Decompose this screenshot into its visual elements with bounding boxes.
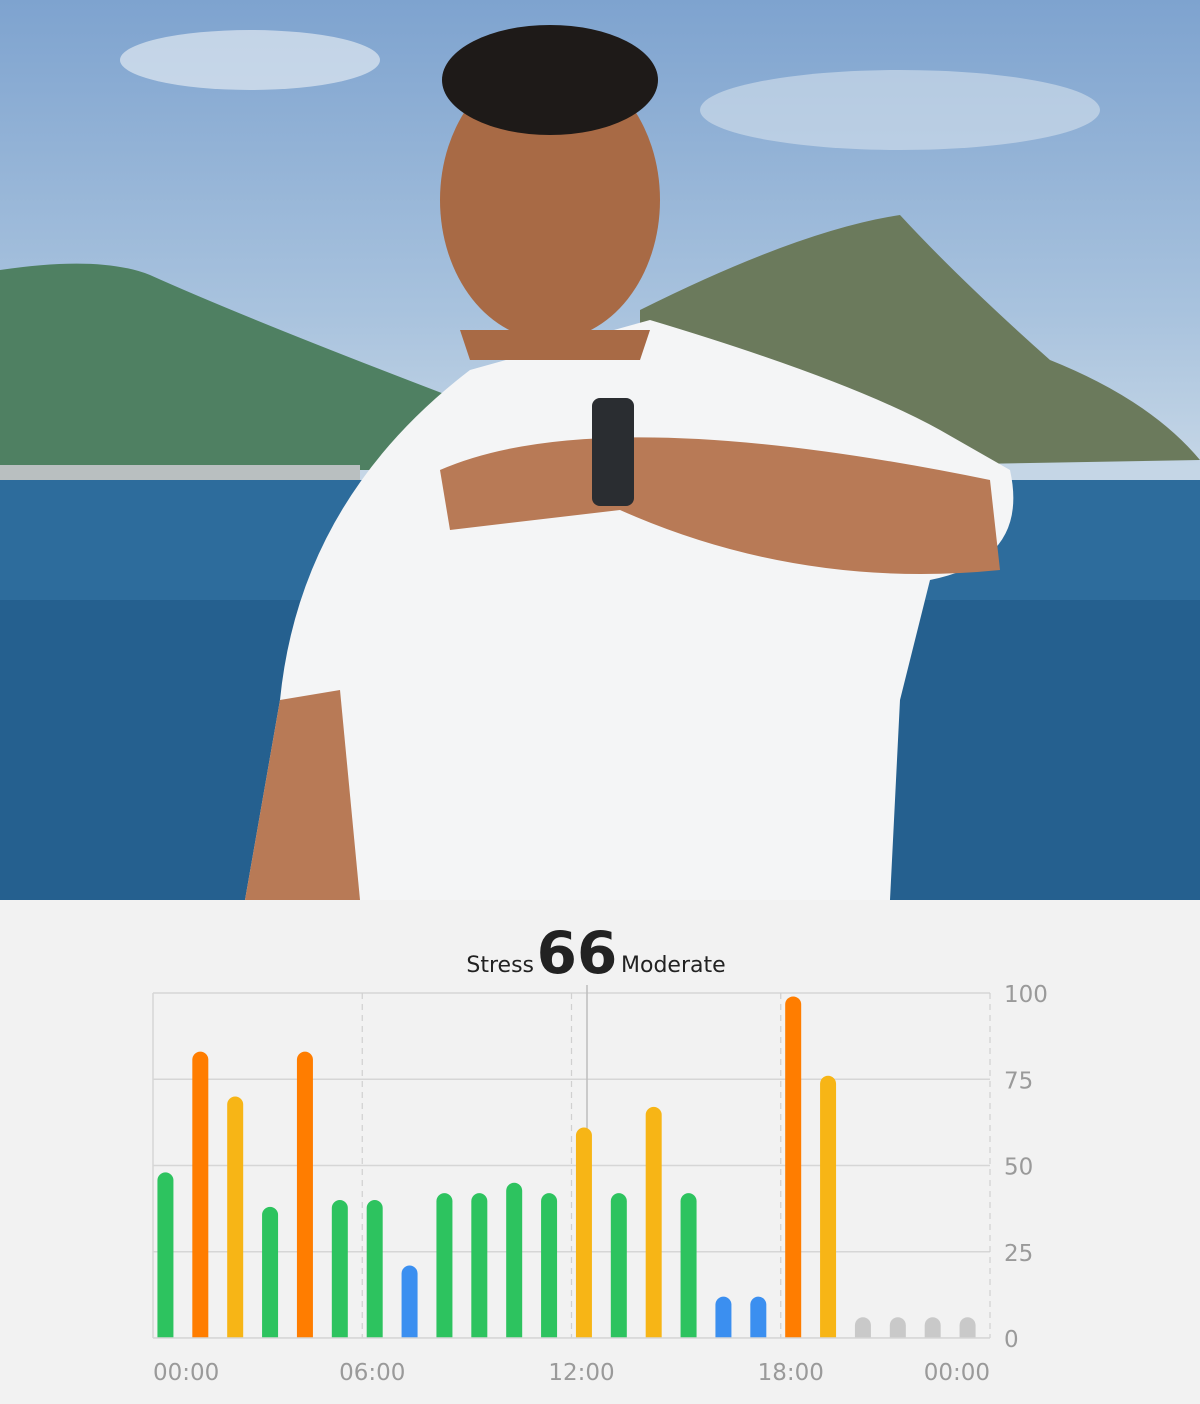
x-tick-label: 12:00 — [548, 1360, 614, 1386]
y-tick-label: 100 — [1004, 982, 1048, 1008]
stress-level: Moderate — [621, 953, 726, 978]
y-tick-label: 25 — [1004, 1241, 1033, 1267]
stress-value: 66 — [537, 919, 618, 987]
y-tick-label: 50 — [1004, 1155, 1033, 1181]
y-tick-label: 0 — [1004, 1327, 1019, 1353]
stress-label: Stress — [466, 953, 534, 978]
bar-baseline-mask — [153, 1338, 990, 1346]
y-tick-label: 75 — [1004, 1068, 1033, 1094]
x-tick-label: 00:00 — [924, 1360, 990, 1386]
photo-illustration — [0, 25, 1200, 900]
stress-chart-svg: Stress 66 Moderate 0 25 50 75 100 00:00 06:00 1… — [152, 919, 1048, 1386]
x-tick-label: 06:00 — [339, 1360, 405, 1386]
hero-photo — [0, 0, 1200, 900]
x-tick-label: 00:00 — [153, 1360, 219, 1386]
stress-chart: Stress 66 Moderate 0 25 50 75 100 00:00 06:00 1… — [0, 900, 1200, 1400]
x-tick-label: 18:00 — [758, 1360, 824, 1386]
